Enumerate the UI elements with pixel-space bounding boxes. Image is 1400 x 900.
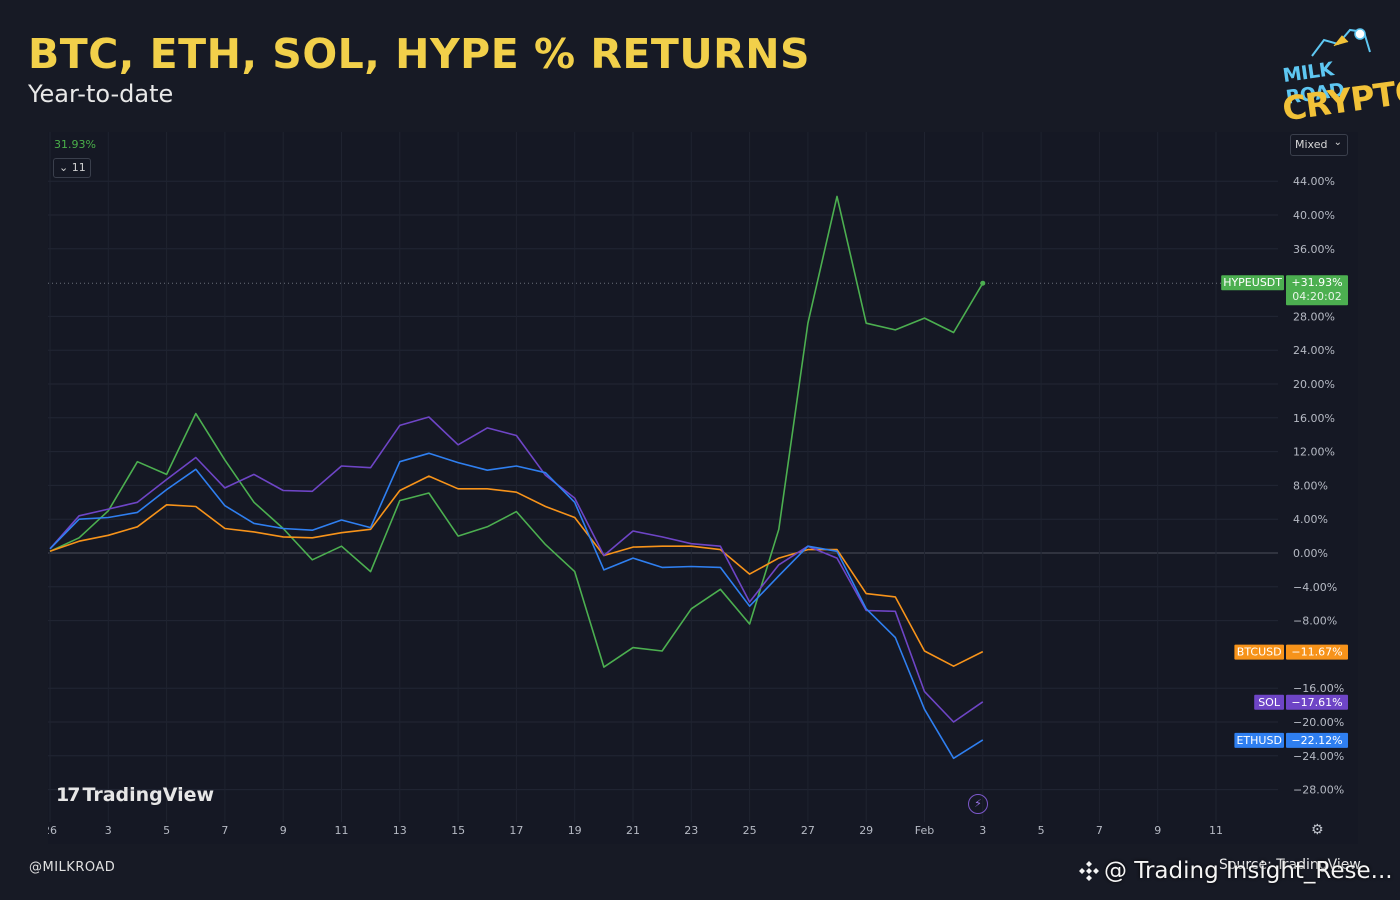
series-name-badge <box>1254 694 1284 710</box>
x-tick-label: 3 <box>105 824 112 837</box>
lightning-icon[interactable]: ⚡ <box>968 794 988 814</box>
x-tick-label: 7 <box>221 824 228 837</box>
x-tick-label: 19 <box>568 824 582 837</box>
x-tick-label: 5 <box>163 824 170 837</box>
y-tick-label: 36.00% <box>1293 243 1335 256</box>
y-axis-labels: 44.00% 40.00% 36.00% 28.00% 24.00% 20.00% 16.0… <box>1293 175 1344 796</box>
series-value-badge-text: −17.61% <box>1291 696 1342 709</box>
series-lines <box>49 195 986 760</box>
settings-gear-icon[interactable]: ⚙ <box>1311 822 1324 838</box>
series-name-badge-text: HYPEUSDT <box>1223 276 1282 289</box>
x-tick-label: 29 <box>859 824 873 837</box>
series-line-ethusd <box>49 452 984 760</box>
series-value-badge-text: +31.93% <box>1291 276 1342 289</box>
y-tick-label: 8.00% <box>1293 479 1328 492</box>
tradingview-mark-icon: 17 <box>56 784 80 806</box>
scale-mode-label: Mixed <box>1295 138 1328 151</box>
x-tick-label: 23 <box>684 824 698 837</box>
x-axis-labels: 26 3 5 7 9 11 13 15 17 19 21 23 25 27 29 Feb 3 5 7 9 11 <box>48 824 1223 837</box>
series-name-badge-text: SOL <box>1258 696 1281 709</box>
series-name-badge <box>1234 644 1284 660</box>
series-value-badge <box>1286 644 1348 660</box>
scale-mode-select[interactable]: Mixed ⌄ <box>1290 134 1348 156</box>
collapse-count: 11 <box>71 161 86 174</box>
y-tick-label: −24.00% <box>1293 750 1344 763</box>
chart-subtitle: Year-to-date <box>28 80 174 108</box>
binance-diamond-icon <box>1079 861 1099 881</box>
series-value-badge-text: −11.67% <box>1291 646 1342 659</box>
collapse-indicators-button[interactable]: ⌄ 11 <box>53 158 91 178</box>
series-value-badge <box>1286 732 1348 748</box>
x-tick-label: 9 <box>1154 824 1161 837</box>
series-name-badge <box>1221 275 1284 291</box>
last-point-marker <box>980 280 986 286</box>
series-name-badge-text: BTCUSD <box>1237 646 1282 659</box>
y-tick-label: 40.00% <box>1293 209 1335 222</box>
series-value-badge <box>1286 275 1348 306</box>
line-chart: 44.00% 40.00% 36.00% 28.00% 24.00% 20.00% 16.0… <box>48 132 1348 837</box>
chart-grid <box>48 132 1278 822</box>
tradingview-logo: 17 TradingView <box>56 784 214 806</box>
x-tick-label: 11 <box>335 824 349 837</box>
y-tick-label: 44.00% <box>1293 175 1335 188</box>
tradingview-wordmark: TradingView <box>82 784 215 806</box>
y-tick-label: 28.00% <box>1293 310 1335 323</box>
y-tick-label: −4.00% <box>1293 581 1337 594</box>
y-tick-label: −20.00% <box>1293 716 1344 729</box>
top-value-label: 31.93% <box>54 138 96 151</box>
milk-road-logo: MILK ROAD CRYPTO <box>1278 22 1400 129</box>
y-tick-label: 20.00% <box>1293 378 1335 391</box>
x-tick-label: 5 <box>1038 824 1045 837</box>
series-name-badge-text: ETHUSD <box>1236 734 1281 747</box>
milk-road-mascot-icon <box>1311 28 1371 57</box>
y-tick-label: −16.00% <box>1293 682 1344 695</box>
x-tick-label: 3 <box>979 824 986 837</box>
y-tick-label: 4.00% <box>1293 513 1328 526</box>
x-tick-label: 11 <box>1209 824 1223 837</box>
series-line-hypeusdt <box>49 195 984 668</box>
x-tick-label: 26 <box>48 824 57 837</box>
chevron-down-icon: ⌄ <box>59 161 69 174</box>
series-name-badge <box>1234 732 1284 748</box>
chart-panel: 44.00% 40.00% 36.00% 28.00% 24.00% 20.00% 16.0… <box>48 132 1358 844</box>
y-tick-label: −8.00% <box>1293 615 1337 628</box>
chevron-down-icon: ⌄ <box>1333 137 1342 148</box>
y-tick-label: 24.00% <box>1293 344 1335 357</box>
series-value-badge-text: −22.12% <box>1291 734 1342 747</box>
x-tick-label: 27 <box>801 824 815 837</box>
x-tick-label: Feb <box>915 824 934 837</box>
y-tick-label: 12.00% <box>1293 446 1335 459</box>
x-tick-label: 17 <box>509 824 523 837</box>
x-tick-label: 7 <box>1096 824 1103 837</box>
watermark-text: @ Trading Insight_Rese... <box>1104 858 1393 884</box>
series-time-badge-text: 04:20:02 <box>1292 290 1341 303</box>
x-tick-label: 15 <box>451 824 465 837</box>
x-tick-label: 21 <box>626 824 640 837</box>
footer-handle: @MILKROAD <box>29 860 116 875</box>
y-tick-label: 16.00% <box>1293 412 1335 425</box>
y-tick-label: 0.00% <box>1293 547 1328 560</box>
chart-title: BTC, ETH, SOL, HYPE % RETURNS <box>28 30 811 78</box>
series-value-badge <box>1286 694 1348 710</box>
x-tick-label: 25 <box>743 824 757 837</box>
footer-source: Source: TradingView <box>1219 857 1361 873</box>
x-tick-label: 9 <box>280 824 287 837</box>
series-line-sol <box>49 416 984 723</box>
watermark: @ Trading Insight_Rese... <box>1078 858 1393 884</box>
x-tick-label: 13 <box>393 824 407 837</box>
y-tick-label: −28.00% <box>1293 784 1344 797</box>
